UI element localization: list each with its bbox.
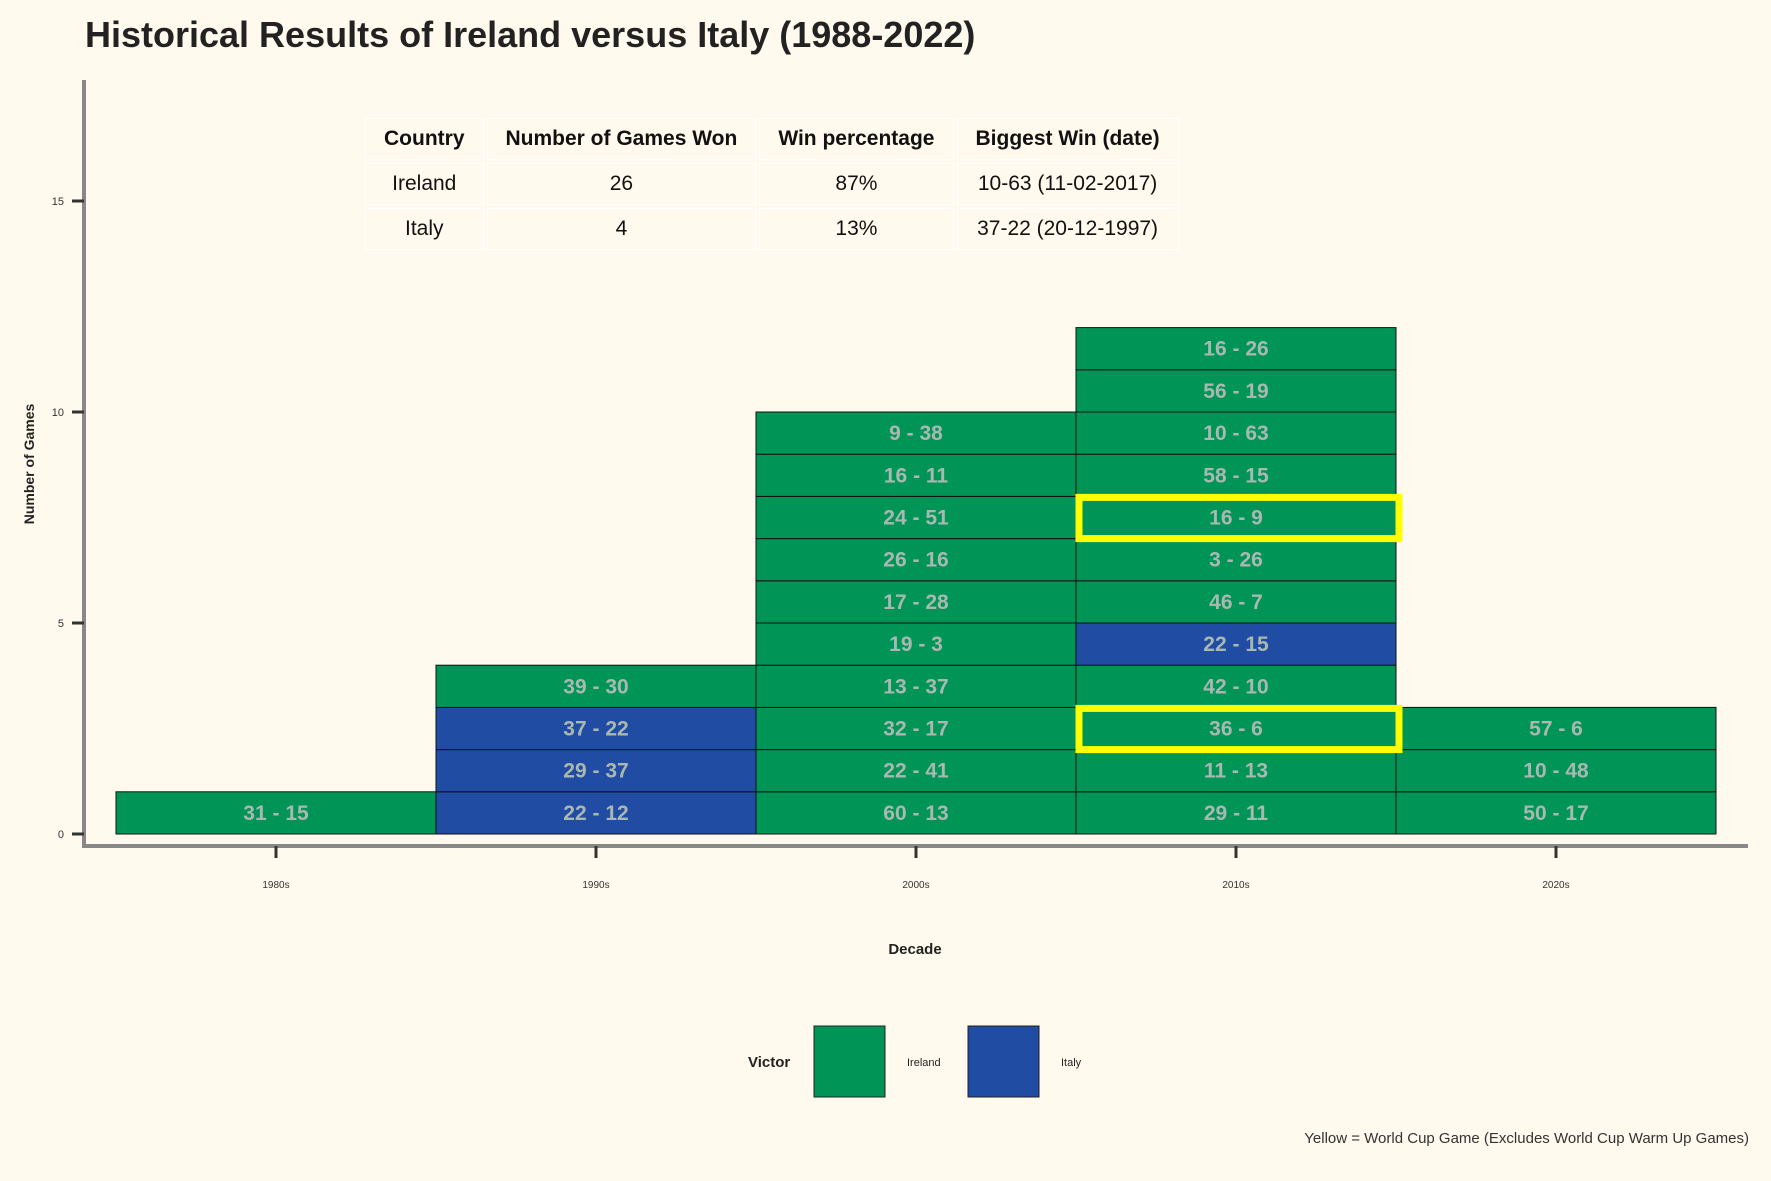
game-score-label: 22 - 12 (563, 802, 628, 825)
game-bar (1075, 327, 1397, 371)
legend-label-italy: Italy (1061, 1057, 1082, 1069)
game-bar (1395, 706, 1717, 751)
y-tick-label: 0 (58, 829, 64, 841)
y-tick-label: 10 (52, 407, 64, 419)
game-bar (755, 411, 1077, 455)
world-cup-highlight (1075, 704, 1403, 754)
game-bar (755, 453, 1077, 497)
game-bar (755, 749, 1077, 793)
game-bar (1075, 453, 1397, 497)
game-bar (755, 495, 1077, 540)
summary-table-header-row: Country Number of Games Won Win percenta… (365, 118, 1179, 160)
y-axis-label: Number of Games (21, 403, 37, 524)
game-score-label: 22 - 41 (883, 760, 949, 783)
game-bar (1075, 749, 1397, 793)
game-score-label: 31 - 15 (243, 802, 309, 825)
cell-games-won: 26 (486, 163, 757, 205)
game-score-label: 57 - 6 (1529, 718, 1583, 741)
game-bar (435, 749, 757, 793)
game-score-label: 26 - 16 (883, 549, 948, 572)
summary-table: Country Number of Games Won Win percenta… (362, 115, 1182, 253)
y-tick-label: 5 (58, 618, 64, 630)
legend-swatch-italy (967, 1025, 1040, 1098)
game-bar (1075, 538, 1397, 582)
game-score-label: 29 - 11 (1204, 802, 1269, 825)
x-tick-label: 2010s (1222, 880, 1249, 891)
game-score-label: 32 - 17 (883, 718, 948, 741)
header-country: Country (365, 118, 484, 160)
x-axis-label: Decade (888, 941, 941, 958)
game-bar (1075, 791, 1397, 835)
game-score-label: 39 - 30 (563, 675, 628, 698)
x-tick-label: 2000s (902, 880, 929, 891)
game-bar (755, 664, 1077, 708)
game-score-label: 9 - 38 (889, 422, 943, 445)
game-score-label: 3 - 26 (1209, 549, 1263, 572)
cell-games-won: 4 (486, 208, 757, 250)
header-games-won: Number of Games Won (486, 118, 757, 160)
game-score-label: 56 - 19 (1203, 380, 1268, 403)
legend: Victor Ireland Italy (748, 1025, 1082, 1098)
header-win-percentage: Win percentage (759, 118, 954, 160)
game-score-label: 24 - 51 (883, 507, 949, 530)
game-score-label: 10 - 63 (1203, 422, 1268, 445)
game-bar (1395, 791, 1717, 835)
table-row: Italy 4 13% 37-22 (20-12-1997) (365, 208, 1179, 250)
cell-biggest-win: 10-63 (11-02-2017) (956, 163, 1179, 205)
game-score-label: 50 - 17 (1523, 802, 1588, 825)
game-bar (115, 791, 437, 835)
game-score-label: 37 - 22 (563, 718, 628, 741)
game-score-label: 19 - 3 (889, 633, 943, 656)
cell-win-percentage: 13% (759, 208, 954, 250)
game-bar (755, 622, 1077, 666)
x-tick-label: 2020s (1542, 880, 1569, 891)
game-score-label: 16 - 26 (1203, 338, 1268, 361)
world-cup-footnote: Yellow = World Cup Game (Excludes World … (1304, 1130, 1749, 1147)
x-tick-label: 1980s (262, 880, 289, 891)
cell-country: Ireland (365, 163, 484, 205)
game-bar (755, 580, 1077, 624)
game-score-label: 46 - 7 (1209, 591, 1263, 614)
table-row: Ireland 26 87% 10-63 (11-02-2017) (365, 163, 1179, 205)
legend-swatch-ireland (813, 1025, 886, 1098)
game-score-label: 58 - 15 (1203, 464, 1269, 487)
game-score-label: 16 - 9 (1209, 507, 1263, 530)
game-score-label: 22 - 15 (1203, 633, 1269, 656)
game-score-label: 60 - 13 (883, 802, 948, 825)
world-cup-highlight (1075, 493, 1403, 543)
game-bar (1075, 622, 1397, 666)
game-score-label: 17 - 28 (883, 591, 949, 614)
x-tick-label: 1990s (582, 880, 609, 891)
game-bar (1075, 580, 1397, 624)
game-score-label: 42 - 10 (1203, 675, 1268, 698)
y-tick-label: 15 (52, 196, 64, 208)
game-bar (1075, 369, 1397, 413)
header-biggest-win: Biggest Win (date) (956, 118, 1179, 160)
game-score-label: 36 - 6 (1209, 718, 1263, 741)
game-score-label: 11 - 13 (1204, 760, 1268, 783)
game-bar (1395, 749, 1717, 793)
game-score-label: 16 - 11 (884, 464, 949, 487)
cell-win-percentage: 87% (759, 163, 954, 205)
cell-country: Italy (365, 208, 484, 250)
game-score-label: 29 - 37 (563, 760, 628, 783)
chart-title: Historical Results of Ireland versus Ita… (85, 14, 976, 55)
game-score-label: 10 - 48 (1523, 760, 1589, 783)
game-bar (755, 706, 1077, 751)
legend-title: Victor (748, 1054, 790, 1071)
game-score-label: 13 - 37 (883, 675, 948, 698)
cell-biggest-win: 37-22 (20-12-1997) (956, 208, 1179, 250)
game-bar (1075, 411, 1397, 455)
legend-label-ireland: Ireland (907, 1057, 941, 1069)
